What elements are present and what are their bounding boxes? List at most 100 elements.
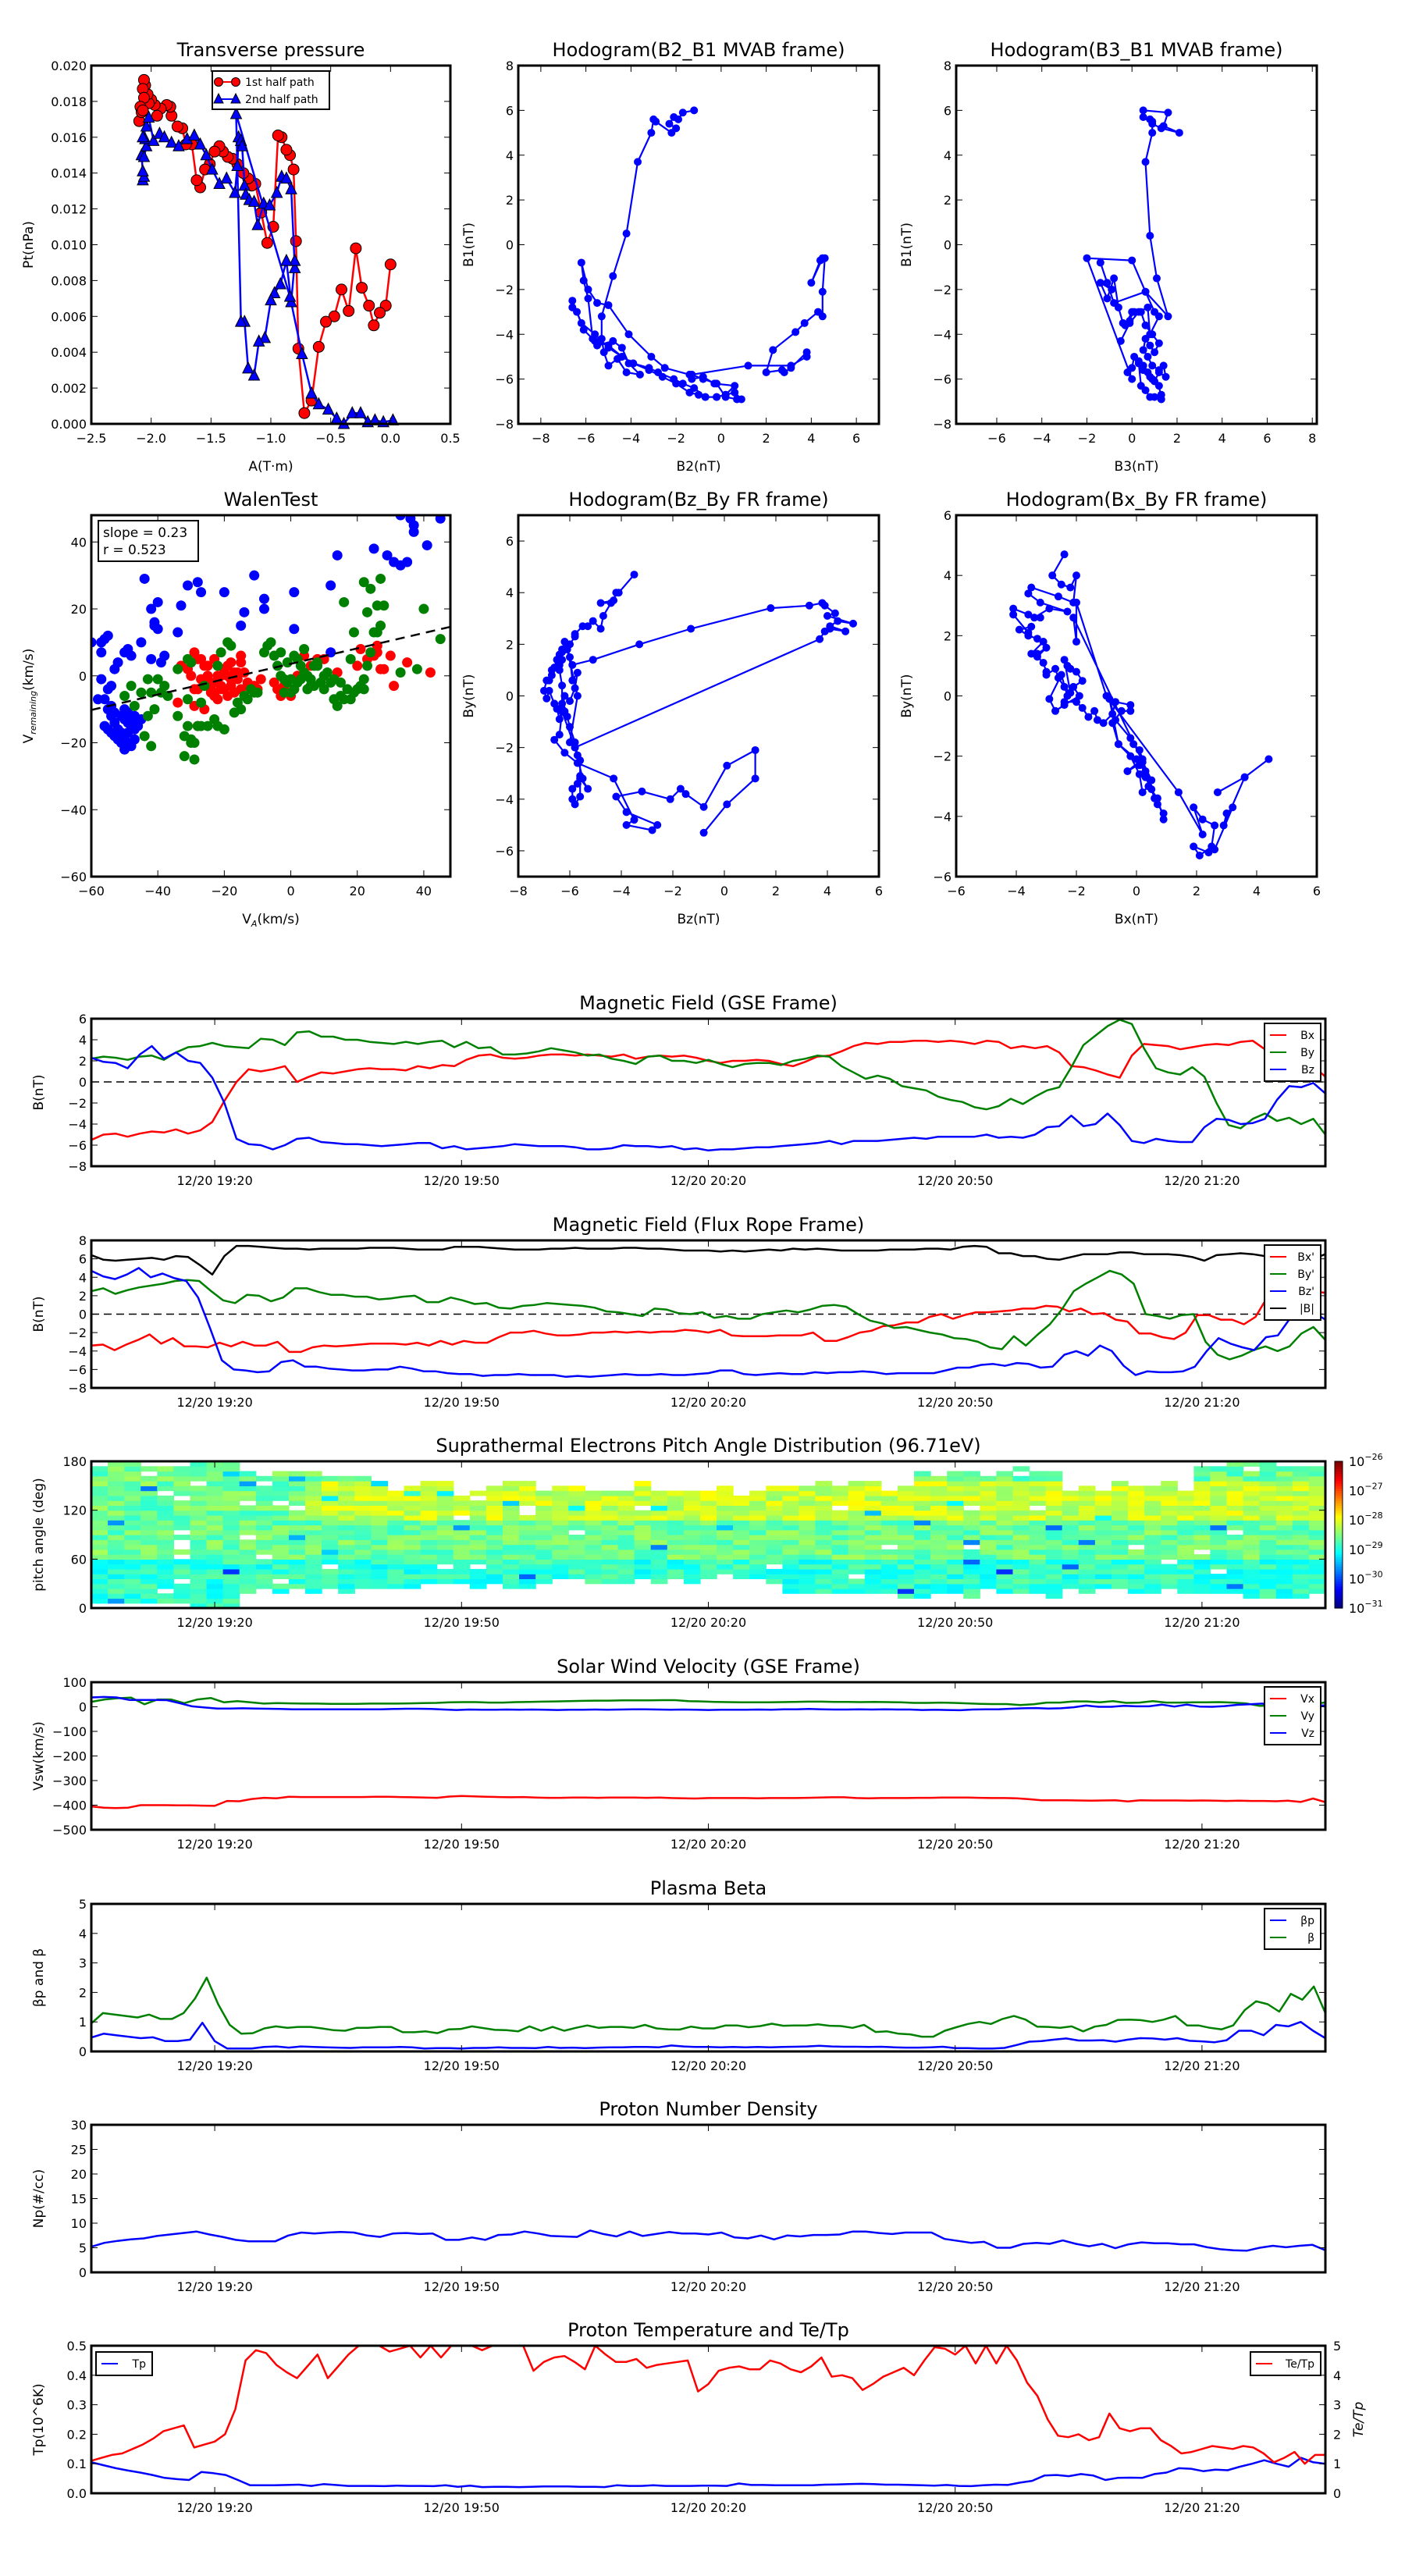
heatmap-cell (650, 1578, 668, 1585)
pad-y-tick-label: 120 (62, 1503, 87, 1518)
heatmap-cell (108, 1525, 125, 1531)
heatmap-cell (190, 1525, 208, 1531)
heatmap-cell (91, 1505, 108, 1511)
heatmap-cell (535, 1505, 553, 1511)
beta-y-tick-label: 5 (79, 1897, 87, 1912)
heatmap-cell (799, 1490, 816, 1496)
heatmap-cell (1210, 1505, 1228, 1511)
data-point (1048, 571, 1057, 580)
colorbar-segment (1335, 1510, 1343, 1514)
heatmap-cell (1094, 1568, 1112, 1574)
heatmap-cell (601, 1500, 619, 1506)
heatmap-cell (717, 1520, 734, 1526)
heatmap-cell (222, 1568, 240, 1574)
data-point (542, 694, 551, 703)
data-point (563, 645, 571, 653)
heatmap-cell (650, 1495, 668, 1501)
walen-y-tick-label: −20 (60, 736, 87, 751)
heatmap-cell (157, 1564, 174, 1570)
data-point (232, 667, 243, 678)
data-point (791, 328, 800, 336)
heatmap-cell (897, 1544, 915, 1550)
heatmap-cell (733, 1520, 750, 1526)
heatmap-cell (469, 1520, 487, 1526)
heatmap-cell (1144, 1564, 1161, 1570)
data-point (579, 326, 588, 334)
heatmap-cell (140, 1583, 158, 1589)
heatmap-cell (1128, 1539, 1145, 1546)
heatmap-cell (930, 1568, 948, 1574)
heatmap-cell (387, 1578, 405, 1585)
heatmap-cell (1045, 1505, 1063, 1511)
data-point (209, 691, 220, 701)
data-point (186, 671, 197, 681)
heatmap-cell (1259, 1549, 1277, 1555)
np-x-tick-label: 12/20 21:20 (1164, 2279, 1240, 2294)
heatmap-cell (930, 1520, 948, 1526)
heatmap-cell (338, 1559, 355, 1565)
data-point (96, 674, 107, 685)
heatmap-cell (1259, 1529, 1277, 1535)
heatmap-cell (1259, 1471, 1277, 1477)
data-point (346, 406, 359, 418)
heatmap-cell (1078, 1535, 1096, 1540)
colorbar-tick-label: 10−27 (1349, 1482, 1383, 1499)
data-point (649, 115, 658, 123)
data-point (645, 364, 653, 372)
heatmap-cell (222, 1485, 240, 1492)
np-axes-frame (90, 2123, 1327, 2274)
heatmap-cell (420, 1481, 438, 1486)
heatmap-cell (322, 1514, 339, 1521)
data-point (368, 319, 380, 332)
heatmap-cell (914, 1475, 931, 1482)
heatmap-cell (140, 1559, 158, 1565)
heatmap-cell (897, 1539, 915, 1546)
heatmap-cell (1259, 1554, 1277, 1560)
heatmap-cell (190, 1568, 208, 1574)
heatmap-cell (91, 1598, 108, 1604)
hodo2-y-tick-label: 6 (944, 103, 951, 118)
data-point (196, 720, 207, 731)
data-point (733, 395, 742, 404)
heatmap-cell (108, 1574, 125, 1579)
heatmap-cell (1062, 1549, 1080, 1555)
heatmap-cell (914, 1525, 931, 1531)
heatmap-cell (667, 1549, 685, 1555)
heatmap-cell (1210, 1466, 1228, 1472)
heatmap-cell (585, 1574, 603, 1579)
vsw-y-tick-label: −300 (52, 1774, 87, 1788)
heatmap-cell (980, 1568, 997, 1574)
heatmap-cell (617, 1568, 635, 1574)
heatmap-cell (91, 1495, 108, 1501)
heatmap-cell (552, 1559, 569, 1565)
heatmap-cell (848, 1510, 866, 1516)
heatmap-cell (1259, 1490, 1277, 1496)
heatmap-cell (1012, 1514, 1030, 1521)
heatmap-cell (552, 1574, 569, 1579)
heatmap-cell (124, 1559, 141, 1565)
heatmap-cell (1193, 1539, 1211, 1546)
heatmap-cell (535, 1514, 553, 1521)
heatmap-cell (897, 1535, 915, 1540)
heatmap-cell (848, 1544, 866, 1550)
heatmap-cell (980, 1564, 997, 1570)
np-y-tick-label: 0 (79, 2265, 87, 2280)
heatmap-cell (1094, 1574, 1112, 1579)
data-point (258, 593, 269, 604)
heatmap-cell (864, 1578, 882, 1585)
heatmap-cell (272, 1564, 290, 1570)
data-point (1161, 372, 1170, 381)
colorbar-segment (1335, 1505, 1343, 1509)
heatmap-cell (930, 1574, 948, 1579)
heatmap-cell (387, 1549, 405, 1555)
heatmap-cell (91, 1520, 108, 1526)
heatmap-cell (1012, 1520, 1030, 1526)
heatmap-cell (387, 1568, 405, 1574)
annotation-box: slope = 0.23r = 0.523 (98, 520, 199, 562)
heatmap-cell (436, 1568, 454, 1574)
data-point (678, 379, 687, 388)
data-point (589, 617, 597, 625)
data-point (189, 684, 200, 695)
heatmap-cell (717, 1529, 734, 1535)
